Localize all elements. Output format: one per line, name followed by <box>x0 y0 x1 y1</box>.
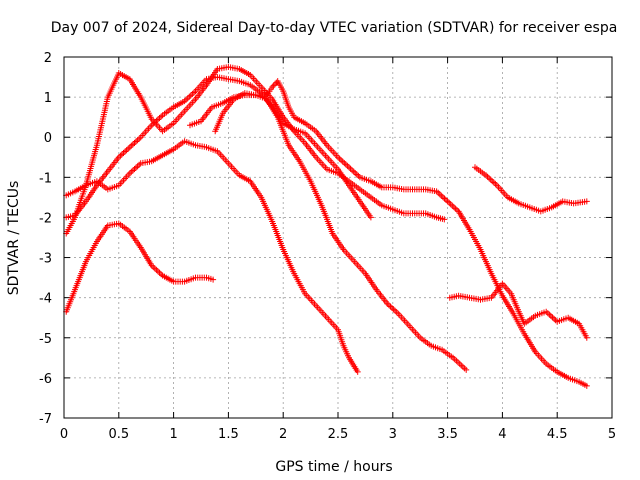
x-tick-label: 4.5 <box>547 427 568 442</box>
y-tick-label: -1 <box>39 171 52 186</box>
y-tick-label: -3 <box>39 252 52 267</box>
series-arc-6 <box>212 90 470 373</box>
x-tick-label: 5 <box>608 427 616 442</box>
series-markers <box>212 90 470 373</box>
x-tick-label: 3 <box>389 427 397 442</box>
series-markers <box>63 138 361 375</box>
y-tick-label: 1 <box>44 91 52 106</box>
y-tick-label: -6 <box>39 372 52 387</box>
series-arc-1 <box>63 138 361 375</box>
y-tick-label: -7 <box>39 412 52 427</box>
y-axis-label: SDTVAR / TECUs <box>6 181 22 296</box>
series-markers <box>446 280 590 341</box>
axis-ticks: 0 0.5 1 1.5 2 2.5 3 3.5 4 4.5 5 -7 -6 -5 -4 -3 -2 -1 0 1 2 <box>39 51 616 442</box>
series-arc-8 <box>472 164 590 215</box>
x-tick-label: 2 <box>279 427 287 442</box>
y-tick-label: 0 <box>44 131 52 146</box>
y-tick-label: 2 <box>44 51 52 66</box>
series-arc-7 <box>446 280 590 341</box>
y-tick-label: -4 <box>39 292 52 307</box>
x-tick-label: 1 <box>169 427 177 442</box>
y-tick-label: -5 <box>39 332 52 347</box>
y-tick-label: -2 <box>39 211 52 226</box>
plot-frame <box>63 56 613 419</box>
x-axis-label: GPS time / hours <box>275 459 392 475</box>
x-tick-label: 2.5 <box>328 427 349 442</box>
grid-lines <box>64 57 612 418</box>
chart-title: Day 007 of 2024, Sidereal Day-to-day VTE… <box>51 20 618 36</box>
x-tick-label: 4 <box>498 427 506 442</box>
x-tick-label: 0 <box>60 427 68 442</box>
series-markers <box>63 64 448 237</box>
x-tick-label: 0.5 <box>108 427 129 442</box>
series-arc-3 <box>63 220 217 315</box>
x-tick-label: 3.5 <box>437 427 458 442</box>
x-tick-label: 1.5 <box>218 427 239 442</box>
series-arc-4 <box>63 64 448 237</box>
data-series <box>63 64 590 389</box>
